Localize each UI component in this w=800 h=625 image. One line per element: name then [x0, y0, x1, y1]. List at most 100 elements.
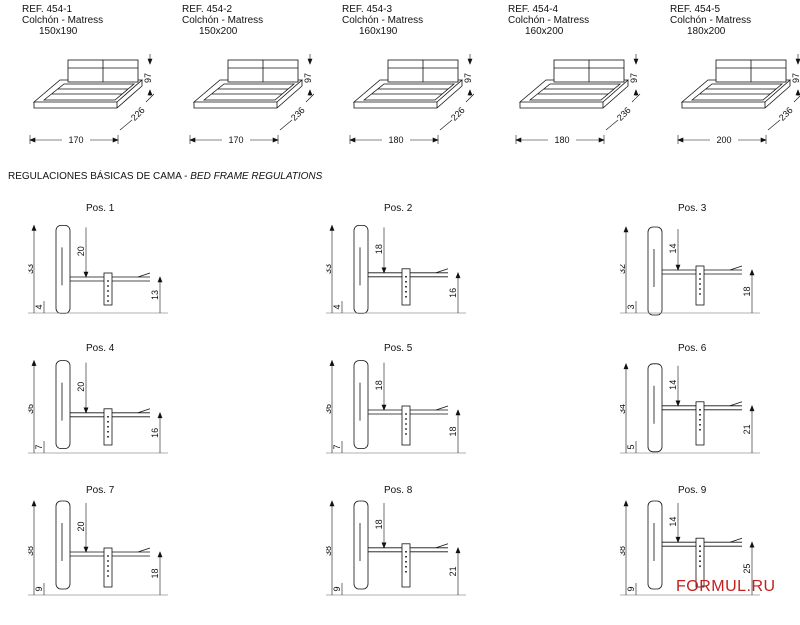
dim-headboard-above-frame: 18	[374, 244, 384, 254]
bed-drawing: 2997236200	[677, 54, 800, 145]
dim-floor-clearance: 7	[34, 444, 44, 449]
support-leg	[401, 405, 411, 446]
position-drawing: 38 9 18 21	[326, 500, 466, 596]
position-7: Pos. 7 38 9 20 18	[28, 485, 228, 625]
dim-total-height: 38	[326, 546, 333, 556]
bed-drawing: 2997236170	[189, 54, 315, 145]
dim-headboard-above-frame: 18	[374, 380, 384, 390]
headboard	[55, 360, 71, 449]
support-leg	[695, 265, 705, 306]
dim-floor-clearance: 3	[626, 304, 636, 309]
headboard	[647, 363, 663, 453]
section-title: REGULACIONES BÁSICAS DE CAMA - BED FRAME…	[8, 171, 322, 182]
bed-drawing: 2997226180	[349, 54, 475, 145]
bed-mattress-label: Colchón - Matress	[342, 15, 424, 26]
dim-floor-clearance: 5	[626, 444, 636, 449]
bed-width-label: 180	[388, 135, 403, 145]
position-drawing: 36 7 18 18	[326, 359, 466, 454]
dim-frame-height: 21	[448, 566, 458, 576]
dim-total-height: 34	[620, 404, 627, 414]
support-leg	[695, 401, 705, 446]
bed-headboard-height-label: 97	[791, 73, 800, 83]
position-2: Pos. 2 33 4 18 16	[326, 203, 526, 343]
bed-drawing: 2997226170	[29, 54, 155, 145]
bed-size: 160x190	[359, 26, 398, 37]
position-label: Pos. 9	[678, 485, 707, 496]
dim-floor-clearance: 4	[34, 304, 44, 309]
bed-width-label: 200	[716, 135, 731, 145]
position-label: Pos. 2	[384, 203, 413, 214]
position-label: Pos. 3	[678, 203, 707, 214]
position-drawing: 33 4 20 13	[28, 224, 168, 314]
position-label: Pos. 5	[384, 343, 413, 354]
position-6: Pos. 6 34 5 14 21	[620, 343, 800, 483]
position-3: Pos. 3 32 3 14 18	[620, 203, 800, 343]
headboard	[647, 226, 663, 316]
position-label: Pos. 1	[86, 203, 115, 214]
section-title-es: REGULACIONES BÁSICAS DE CAMA -	[8, 171, 191, 182]
bed-headboard-height-label: 97	[303, 73, 313, 83]
dim-floor-clearance: 9	[332, 586, 342, 591]
position-4: Pos. 4 36 7 20 16	[28, 343, 228, 483]
bed-ref-code: REF. 454-4	[508, 4, 559, 15]
dim-total-height: 38	[620, 546, 627, 556]
bed-headboard-height-label: 97	[463, 73, 473, 83]
section-title-en: BED FRAME REGULATIONS	[190, 171, 323, 182]
dim-total-height: 38	[28, 546, 35, 556]
dim-floor-clearance: 7	[332, 444, 342, 449]
headboard	[55, 500, 71, 590]
support-leg	[103, 547, 113, 588]
bed-size: 160x200	[525, 26, 564, 37]
dim-frame-height: 16	[150, 428, 160, 438]
headboard	[353, 500, 369, 590]
dim-frame-height: 18	[150, 568, 160, 578]
position-drawing: 36 7 20 16	[28, 359, 168, 454]
bed-ref-code: REF. 454-1	[22, 4, 73, 15]
bed-mattress-label: Colchón - Matress	[508, 15, 590, 26]
dim-frame-height: 16	[448, 288, 458, 298]
bed-width-label: 170	[228, 135, 243, 145]
position-drawing: 34 5 14 21	[620, 362, 760, 454]
dim-total-height: 32	[620, 264, 627, 274]
dim-total-height: 33	[326, 264, 333, 274]
bed-headboard-height-label: 97	[629, 73, 639, 83]
dim-frame-height: 13	[150, 290, 160, 300]
position-label: Pos. 4	[86, 343, 115, 354]
bed-mattress-label: Colchón - Matress	[22, 15, 104, 26]
bed-ref-code: REF. 454-3	[342, 4, 393, 15]
bed-headboard-height-label: 97	[143, 73, 153, 83]
support-leg	[695, 537, 705, 588]
dim-headboard-above-frame: 20	[76, 382, 86, 392]
position-1: Pos. 1 33 4 20 13	[28, 203, 228, 343]
dim-headboard-above-frame: 14	[668, 243, 678, 253]
bed-size: 150x190	[39, 26, 78, 37]
dim-frame-height: 18	[448, 426, 458, 436]
dim-floor-clearance: 9	[626, 586, 636, 591]
position-drawing: 38 9 20 18	[28, 500, 168, 596]
position-label: Pos. 7	[86, 485, 115, 496]
headboard	[353, 224, 369, 314]
position-8: Pos. 8 38 9 18 21	[326, 485, 526, 625]
bed-size: 150x200	[199, 26, 238, 37]
bed-mattress-label: Colchón - Matress	[670, 15, 752, 26]
bed-drawing: 2997236180	[515, 54, 641, 145]
headboard	[55, 224, 71, 314]
headboard	[353, 360, 369, 449]
headboard	[647, 500, 663, 590]
dim-total-height: 36	[326, 404, 333, 414]
dim-floor-clearance: 9	[34, 586, 44, 591]
dim-headboard-above-frame: 14	[668, 517, 678, 527]
position-drawing: 32 3 14 18	[620, 226, 760, 316]
dim-total-height: 33	[28, 264, 35, 274]
dim-floor-clearance: 4	[332, 304, 342, 309]
position-label: Pos. 6	[678, 343, 707, 354]
bed-ref-code: REF. 454-5	[670, 4, 721, 15]
dim-frame-height: 21	[742, 424, 752, 434]
support-leg	[401, 543, 411, 588]
watermark: FORMUL.RU	[676, 578, 776, 595]
dim-frame-height: 25	[742, 564, 752, 574]
